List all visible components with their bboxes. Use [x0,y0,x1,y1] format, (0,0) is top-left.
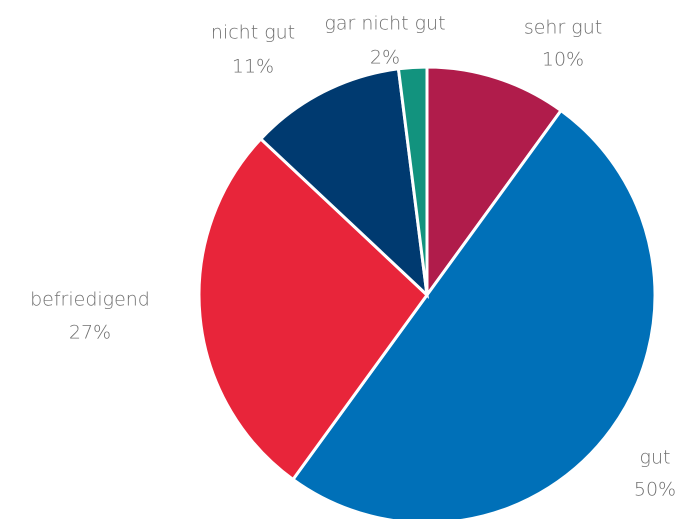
slice-value-label: 10% [542,49,584,71]
slice-value-label: 50% [634,479,676,501]
pie-slice [258,67,430,299]
slice-value-label: 2% [370,47,400,69]
slice-label: sehr gut [524,17,602,39]
slice-label: befriedigend [30,289,150,311]
slice-value-label: 11% [232,56,274,78]
pie-slice [425,65,564,300]
slice-label: gut [640,447,671,469]
slice-value-label: 27% [69,322,111,344]
pie-slice [197,136,429,482]
pie-slice [396,65,429,296]
slice-label: nicht gut [211,22,295,44]
slice-label: gar nicht gut [324,13,445,35]
pie-slice [290,108,657,519]
